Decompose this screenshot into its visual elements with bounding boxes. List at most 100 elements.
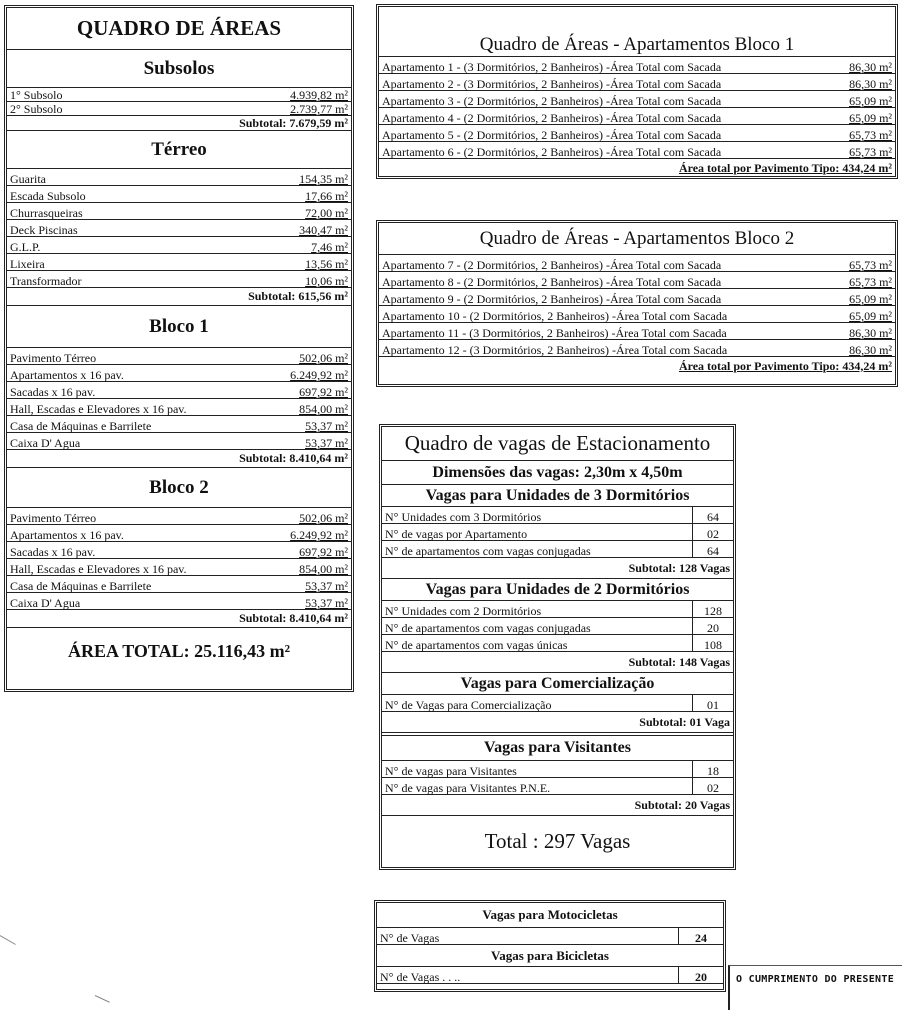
row-label: Sacadas x 16 pav.	[10, 545, 96, 559]
total-vagas: Total : 297 Vagas	[484, 828, 631, 853]
apartment-area: 65,73 m²	[849, 128, 892, 142]
row-label: 1° Subsolo	[10, 88, 63, 102]
row-value: 502,06 m²	[299, 511, 348, 525]
apartment-label: Apartamento 9 - (2 Dormitórios, 2 Banhei…	[382, 292, 722, 306]
subtotal: Subtotal: 8.410,64 m²	[7, 610, 351, 628]
row-label: Escada Subsolo	[10, 189, 86, 203]
apartment-label: Apartamento 2 - (3 Dormitórios, 2 Banhei…	[382, 77, 722, 91]
row-label: Pavimento Térreo	[10, 351, 97, 365]
table-row: Apartamento 1 - (3 Dormitórios, 2 Banhei…	[379, 57, 895, 74]
row-label: Apartamentos x 16 pav.	[10, 368, 124, 382]
table-row: Apartamento 7 - (2 Dormitórios, 2 Banhei…	[379, 255, 895, 272]
row-label: Hall, Escadas e Elevadores x 16 pav.	[10, 562, 187, 576]
subtotal: Subtotal: 8.410,64 m²	[7, 450, 351, 468]
row-value: 72,00 m²	[305, 206, 348, 220]
section-heading: Vagas para Visitantes	[382, 735, 733, 761]
table-row: N° de Vagas para Comercialização 01	[382, 695, 733, 712]
apartment-label: Apartamento 3 - (2 Dormitórios, 2 Banhei…	[382, 94, 722, 108]
row-label: Churrasqueiras	[10, 206, 83, 220]
table-row: N° de Vagas 24	[377, 928, 723, 945]
row-label: N° de vagas por Apartamento	[385, 527, 528, 541]
table-row: Apartamento 11 - (3 Dormitórios, 2 Banhe…	[379, 323, 895, 340]
area-total: ÁREA TOTAL: 25.116,43 m²	[68, 640, 290, 661]
row-value: 10,06 m²	[305, 274, 348, 288]
section-heading: Vagas para Comercialização	[382, 673, 733, 695]
apartment-area: 65,73 m²	[849, 258, 892, 272]
row-label: N° de apartamentos com vagas únicas	[385, 638, 568, 652]
table-row: Apartamento 10 - (2 Dormitórios, 2 Banhe…	[379, 306, 895, 323]
subtotal: Subtotal: 01 Vaga	[382, 712, 733, 733]
table-row: Apartamento 5 - (2 Dormitórios, 2 Banhei…	[379, 125, 895, 142]
apartment-label: Apartamento 1 - (3 Dormitórios, 2 Banhei…	[382, 60, 722, 74]
row-count: 24	[678, 928, 723, 944]
table-row: Guarita 154,35 m²	[7, 169, 351, 186]
row-count: 20	[678, 967, 723, 983]
apartment-area: 65,09 m²	[849, 94, 892, 108]
row-count: 108	[692, 635, 733, 651]
section-heading: Térreo	[7, 131, 351, 169]
table-row: Sacadas x 16 pav. 697,92 m²	[7, 542, 351, 559]
table-row: Hall, Escadas e Elevadores x 16 pav. 854,…	[7, 399, 351, 416]
dimensions: Dimensões das vagas: 2,30m x 4,50m	[382, 461, 733, 485]
row-label: Caixa D' Agua	[10, 596, 81, 610]
row-value: 53,37 m²	[305, 436, 348, 450]
row-label: Apartamentos x 16 pav.	[10, 528, 124, 542]
row-value: 6.249,92 m²	[290, 368, 348, 382]
table-row: N° de apartamentos com vagas únicas 108	[382, 635, 733, 652]
row-label: Transformador	[10, 274, 82, 288]
table-row: Apartamento 9 - (2 Dormitórios, 2 Banhei…	[379, 289, 895, 306]
table-row: Lixeira 13,56 m²	[7, 254, 351, 271]
table-row: N° de Vagas . . .. 20	[377, 967, 723, 984]
row-label: N° de vagas para Visitantes	[385, 764, 517, 778]
table-row: Hall, Escadas e Elevadores x 16 pav. 854,…	[7, 559, 351, 576]
apartment-label: Apartamento 4 - (2 Dormitórios, 2 Banhei…	[382, 111, 722, 125]
subtotal: Subtotal: 148 Vagas	[382, 652, 733, 673]
apartment-area: 65,09 m²	[849, 292, 892, 306]
row-label: Casa de Máquinas e Barrilete	[10, 419, 152, 433]
subtotal: Subtotal: 7.679,59 m²	[7, 116, 351, 131]
row-label: N° de apartamentos com vagas conjugadas	[385, 621, 591, 635]
table-title: QUADRO DE ÁREAS	[7, 8, 351, 50]
scan-mark	[0, 935, 16, 945]
table-row: 1° Subsolo 4.939,82 m²	[7, 88, 351, 102]
row-value: 340,47 m²	[299, 223, 348, 237]
row-count: 64	[692, 507, 733, 523]
row-label: N° Unidades com 3 Dormitórios	[385, 510, 542, 524]
section-heading: Subsolos	[7, 50, 351, 88]
apartment-label: Apartamento 10 - (2 Dormitórios, 2 Banhe…	[382, 309, 728, 323]
apartment-area: 86,30 m²	[849, 326, 892, 340]
apartment-area: 86,30 m²	[849, 60, 892, 74]
table-row: N° Unidades com 2 Dormitórios 128	[382, 601, 733, 618]
table-title: Quadro de Áreas - Apartamentos Bloco 2	[379, 223, 895, 255]
approval-stamp: O CUMPRIMENTO DO PRESENTE	[728, 965, 902, 1010]
bloco1-apartments-table: Quadro de Áreas - Apartamentos Bloco 1 Ap…	[376, 4, 898, 179]
subtotal: Subtotal: 20 Vagas	[382, 795, 733, 816]
table-row: Apartamento 4 - (2 Dormitórios, 2 Banhei…	[379, 108, 895, 125]
row-label: Hall, Escadas e Elevadores x 16 pav.	[10, 402, 187, 416]
row-value: 854,00 m²	[299, 402, 348, 416]
table-row: Transformador 10,06 m²	[7, 271, 351, 288]
table-row: Churrasqueiras 72,00 m²	[7, 203, 351, 220]
section-heading: Bloco 2	[7, 468, 351, 508]
subtotal: Subtotal: 615,56 m²	[7, 288, 351, 306]
row-value: 53,37 m²	[305, 419, 348, 433]
row-count: 02	[692, 524, 733, 540]
table-row: Apartamento 12 - (3 Dormitórios, 2 Banhe…	[379, 340, 895, 357]
row-count: 18	[692, 761, 733, 777]
table-row: Caixa D' Agua 53,37 m²	[7, 433, 351, 450]
row-value: 154,35 m²	[299, 172, 348, 186]
table-row: Apartamento 2 - (3 Dormitórios, 2 Banhei…	[379, 74, 895, 91]
table-row: N° de vagas para Visitantes 18	[382, 761, 733, 778]
row-label: Sacadas x 16 pav.	[10, 385, 96, 399]
apartment-area: 65,09 m²	[849, 309, 892, 323]
row-label: Pavimento Térreo	[10, 511, 97, 525]
apartment-label: Apartamento 11 - (3 Dormitórios, 2 Banhe…	[382, 326, 727, 340]
table-row: Apartamentos x 16 pav. 6.249,92 m²	[7, 525, 351, 542]
table-row: Escada Subsolo 17,66 m²	[7, 186, 351, 203]
row-value: 7,46 m²	[311, 240, 348, 254]
table-row: Deck Piscinas 340,47 m²	[7, 220, 351, 237]
row-value: 17,66 m²	[305, 189, 348, 203]
table-row: N° de apartamentos com vagas conjugadas 2…	[382, 618, 733, 635]
table-row: Apartamento 3 - (2 Dormitórios, 2 Banhei…	[379, 91, 895, 108]
section-heading: Bloco 1	[7, 306, 351, 348]
